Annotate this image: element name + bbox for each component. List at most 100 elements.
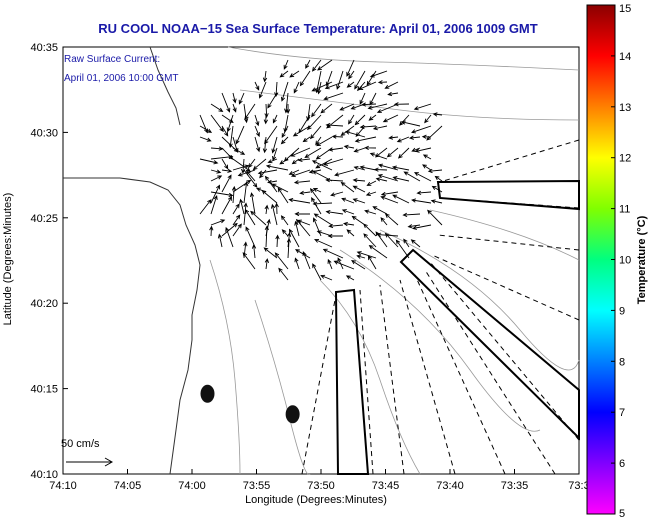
current-vector — [320, 103, 333, 114]
current-vector — [264, 225, 269, 248]
colorbar-tick-label: 7 — [619, 407, 625, 419]
current-vector — [210, 169, 222, 174]
current-vector — [262, 70, 268, 83]
current-vector — [327, 258, 333, 270]
current-vector — [369, 70, 388, 78]
current-vector — [327, 233, 343, 239]
current-vector — [254, 125, 260, 138]
current-vector — [252, 158, 267, 171]
current-vector — [354, 114, 366, 126]
annotation-line-1: Raw Surface Current: — [64, 54, 160, 65]
current-vector — [270, 203, 278, 226]
current-vector — [279, 158, 289, 165]
radial-dashed-3 — [399, 279, 456, 475]
colorbar-tick-label: 8 — [619, 356, 625, 368]
current-vector — [210, 103, 224, 112]
x-tick-label: 73:3 — [568, 480, 589, 492]
y-tick-label: 40:10 — [30, 469, 58, 481]
radial-dashed-0 — [301, 299, 336, 475]
current-vector — [358, 81, 377, 90]
current-vector — [410, 239, 421, 248]
current-vector — [323, 92, 344, 101]
current-vector — [413, 103, 432, 111]
current-vector — [372, 206, 388, 215]
current-vector — [271, 136, 278, 154]
scale-arrow — [66, 457, 114, 467]
current-vector — [309, 188, 322, 204]
current-vector — [263, 247, 278, 259]
current-vector — [411, 198, 432, 204]
current-vector — [210, 114, 224, 133]
current-vector — [244, 103, 256, 120]
current-vector — [225, 226, 234, 248]
current-vector — [226, 114, 234, 133]
current-vector — [325, 209, 344, 215]
radial-dashed-10 — [439, 139, 580, 183]
colorbar: 15 14 13 12 11 10 9 8 7 6 5 — [586, 3, 631, 519]
current-vector — [232, 164, 250, 171]
current-vector — [367, 103, 388, 110]
current-vector — [368, 245, 388, 259]
current-vector — [384, 81, 399, 89]
current-vector — [281, 229, 289, 237]
current-vector — [336, 70, 344, 90]
current-vector — [330, 191, 344, 197]
current-vector — [264, 204, 269, 215]
current-vector — [295, 218, 311, 237]
current-vector — [232, 223, 242, 237]
current-vector — [342, 221, 355, 227]
current-vector — [311, 196, 322, 215]
current-vector — [334, 169, 355, 177]
current-vector — [351, 215, 366, 226]
current-vector — [325, 122, 344, 128]
current-vector — [414, 147, 432, 153]
chart-title: RU COOL NOAA−15 Sea Surface Temperature:… — [98, 21, 537, 36]
current-vector — [315, 158, 333, 169]
current-vector — [353, 147, 366, 153]
colorbar-tick-label: 9 — [619, 305, 625, 317]
current-vector — [354, 136, 377, 143]
current-vector — [359, 165, 377, 171]
current-vector — [245, 226, 256, 248]
current-vector — [274, 202, 279, 215]
current-vector — [210, 219, 226, 226]
current-vector — [387, 91, 399, 97]
colorbar-bar — [586, 4, 616, 515]
current-vector — [426, 125, 443, 141]
current-vector — [361, 102, 377, 107]
y-tick-label: 40:30 — [30, 127, 58, 139]
current-vector — [339, 103, 355, 111]
annotation-line-2: April 01, 2006 10:00 GMT — [64, 73, 179, 84]
current-vector — [384, 213, 399, 226]
current-vector — [217, 233, 223, 248]
current-vector — [290, 169, 311, 178]
current-vector — [352, 198, 366, 204]
current-vector — [297, 157, 311, 163]
current-vector — [264, 258, 270, 270]
current-vector — [356, 254, 366, 259]
contour-line-4 — [319, 279, 421, 475]
current-vector — [364, 145, 377, 151]
current-vector — [243, 202, 248, 226]
current-vector — [248, 158, 256, 169]
current-vector — [403, 238, 410, 248]
current-vector — [411, 125, 432, 134]
current-vector — [262, 136, 268, 154]
radar-beam-3 — [436, 179, 580, 211]
current-vector — [199, 199, 212, 215]
current-vector — [267, 158, 278, 164]
current-vector — [279, 70, 289, 78]
current-vector — [408, 135, 421, 140]
current-vector — [232, 147, 246, 155]
current-vector — [288, 169, 300, 175]
current-vector — [340, 125, 355, 137]
current-vector — [311, 160, 333, 171]
current-vector — [210, 191, 234, 198]
current-vector — [280, 215, 289, 226]
current-vector — [280, 81, 289, 102]
colorbar-tick-label: 6 — [619, 458, 625, 470]
colorbar-tick-label: 14 — [619, 51, 631, 63]
current-vector — [271, 183, 289, 193]
contour-line-0 — [227, 46, 580, 71]
